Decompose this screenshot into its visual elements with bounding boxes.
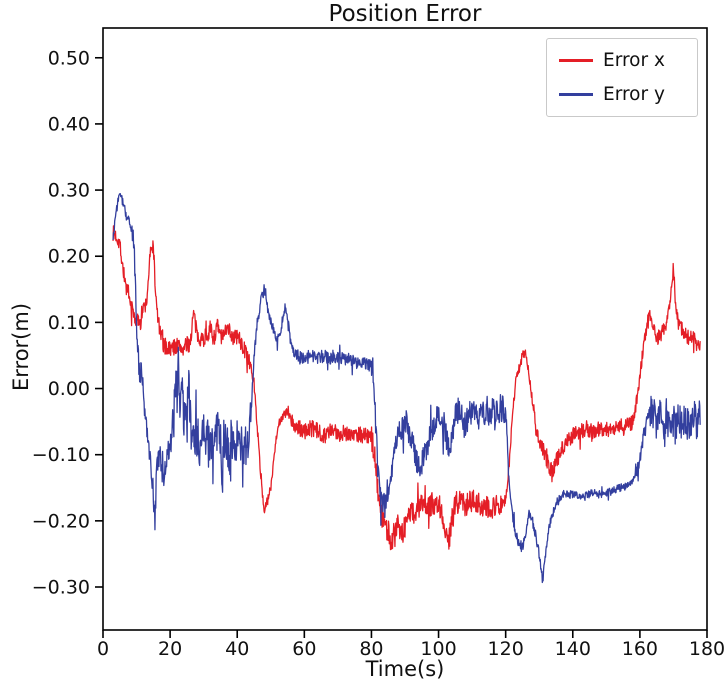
y-axis-label: Error(m) (9, 302, 33, 392)
legend-label-error-x: Error x (603, 50, 665, 71)
legend-item-error-x: Error x (559, 50, 687, 71)
x-axis-label: Time(s) (365, 657, 445, 681)
y-tick-label: −0.20 (32, 510, 90, 532)
y-tick-label: 0.00 (48, 378, 90, 400)
y-tick-label: 0.40 (48, 113, 90, 135)
y-tick-label: 0.20 (48, 246, 90, 268)
y-tick-label: −0.10 (32, 444, 90, 466)
legend: Error x Error y (546, 38, 698, 117)
x-tick-label: 100 (420, 638, 456, 660)
x-tick-label: 40 (225, 638, 249, 660)
chart-title: Position Error (328, 1, 482, 27)
y-tick-label: 0.50 (48, 47, 90, 69)
x-tick-label: 60 (292, 638, 316, 660)
x-tick-label: 120 (488, 638, 524, 660)
error-x-line (112, 225, 701, 551)
legend-label-error-y: Error y (603, 84, 665, 105)
x-tick-label: 80 (359, 638, 383, 660)
x-tick-label: 180 (689, 638, 725, 660)
x-tick-label: 0 (97, 638, 109, 660)
y-tick-label: 0.30 (48, 180, 90, 202)
x-tick-label: 20 (158, 638, 182, 660)
x-tick-label: 140 (555, 638, 591, 660)
x-tick-label: 160 (622, 638, 658, 660)
y-tick-label: −0.30 (32, 577, 90, 599)
error-y-line-swatch (559, 93, 593, 96)
axes-frame (102, 27, 708, 631)
legend-item-error-y: Error y (559, 84, 687, 105)
y-tick-label: 0.10 (48, 312, 90, 334)
error-y-line (112, 193, 701, 584)
error-x-line-swatch (559, 59, 593, 62)
